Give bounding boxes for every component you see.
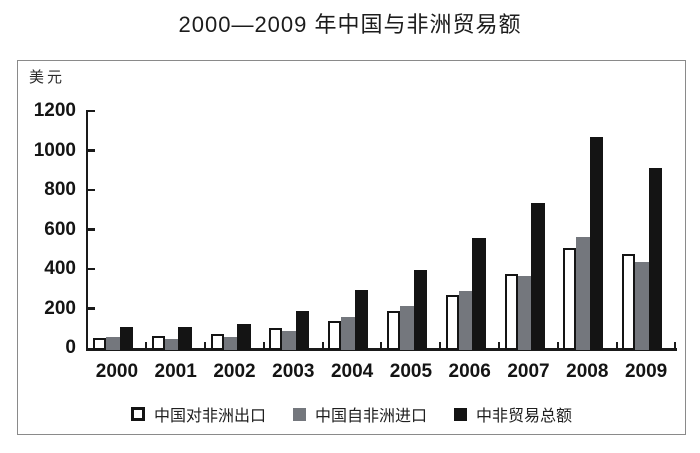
bar-export-2000: [93, 338, 106, 350]
bar-export-2002: [210, 334, 224, 350]
y-axis-tick: [88, 188, 95, 192]
chart-frame: 美元 0 200 400 600 800 1000 1200 2000 2001 2002 200…: [17, 60, 686, 435]
y-axis-tick-label: 1000: [33, 139, 76, 161]
x-axis-tick-label: 2006: [448, 361, 491, 382]
y-axis-tick: [88, 149, 95, 152]
bar-total-2005: [413, 269, 427, 350]
bar-total-2000: [119, 327, 133, 350]
legend-item: 中非贸易总额: [454, 402, 572, 426]
legend-swatch-import: [292, 407, 306, 421]
x-axis-tick: [674, 341, 677, 348]
bar-export-2001: [151, 336, 165, 350]
y-axis-tick-label: 600: [44, 218, 76, 240]
y-axis-tick-label: 1200: [33, 100, 76, 121]
bar-import-2001: [164, 338, 179, 350]
x-axis-tick: [145, 341, 148, 348]
x-axis-tick: [615, 341, 618, 348]
legend: 中国对非洲出口 中国自非洲进口 中非贸易总额: [18, 402, 685, 426]
chart-title: 2000—2009 年中国与非洲贸易额: [178, 12, 522, 37]
x-axis-tick-label: 2000: [95, 361, 139, 382]
x-axis-tick: [497, 341, 501, 348]
x-axis-tick-label: 2009: [624, 361, 668, 382]
x-axis-line: [85, 348, 677, 351]
bar-total-2004: [354, 289, 369, 350]
bar-total-2007: [531, 202, 545, 350]
bar-import-2006: [458, 291, 473, 350]
bar-total-2002: [237, 323, 251, 350]
bar-export-2004: [328, 320, 342, 350]
bar-export-2009: [622, 253, 636, 350]
y-axis-tick-label: 0: [65, 337, 76, 358]
bar-total-2008: [589, 137, 604, 350]
y-axis-tick: [88, 109, 95, 113]
x-axis-tick-label: 2008: [566, 361, 609, 382]
bar-export-2007: [504, 274, 518, 350]
x-axis-tick: [203, 341, 207, 348]
bar-import-2003: [282, 331, 296, 350]
legend-item: 中国对非洲出口: [130, 402, 266, 426]
bar-import-2009: [635, 262, 649, 350]
y-axis-tick: [88, 307, 95, 310]
bar-total-2001: [178, 326, 192, 350]
legend-label: 中国自非洲进口: [314, 408, 427, 425]
x-axis-tick-label: 2005: [389, 361, 433, 382]
x-axis-tick: [439, 341, 442, 348]
x-axis-tick-label: 2002: [213, 361, 256, 382]
bar-export-2003: [269, 327, 283, 350]
y-axis-tick-label: 200: [44, 297, 76, 319]
bar-import-2007: [517, 276, 532, 350]
x-axis-tick-label: 2004: [330, 361, 374, 382]
bar-import-2008: [576, 237, 590, 350]
x-axis-tick: [321, 341, 324, 348]
bar-import-2005: [400, 306, 414, 350]
y-axis-tick-label: 400: [44, 258, 76, 279]
bar-import-2002: [223, 337, 238, 350]
bar-export-2005: [387, 311, 400, 350]
x-axis-tick-label: 2007: [507, 361, 550, 382]
bar-total-2006: [472, 238, 486, 350]
y-axis-unit-label: 美元: [29, 70, 66, 86]
legend-label: 中非贸易总额: [476, 408, 573, 425]
bar-export-2006: [445, 295, 459, 350]
bar-import-2004: [341, 316, 355, 350]
y-axis-tick: [88, 228, 95, 231]
y-axis-tick-label: 800: [44, 179, 76, 200]
y-axis-line: [85, 109, 88, 351]
x-axis-tick-label: 2003: [272, 361, 315, 382]
legend-swatch-total: [454, 407, 467, 421]
y-axis-tick: [88, 267, 95, 271]
bar-total-2003: [295, 311, 310, 350]
x-axis-tick: [556, 341, 559, 348]
bar-export-2008: [563, 247, 577, 350]
legend-swatch-export: [130, 407, 145, 421]
legend-item: 中国自非洲进口: [292, 402, 427, 426]
legend-label: 中国对非洲出口: [153, 408, 266, 425]
bar-import-2000: [106, 336, 120, 350]
x-axis-tick: [262, 341, 265, 348]
x-axis-tick: [380, 341, 383, 348]
bar-total-2009: [648, 168, 663, 350]
x-axis-tick-label: 2001: [154, 361, 197, 382]
